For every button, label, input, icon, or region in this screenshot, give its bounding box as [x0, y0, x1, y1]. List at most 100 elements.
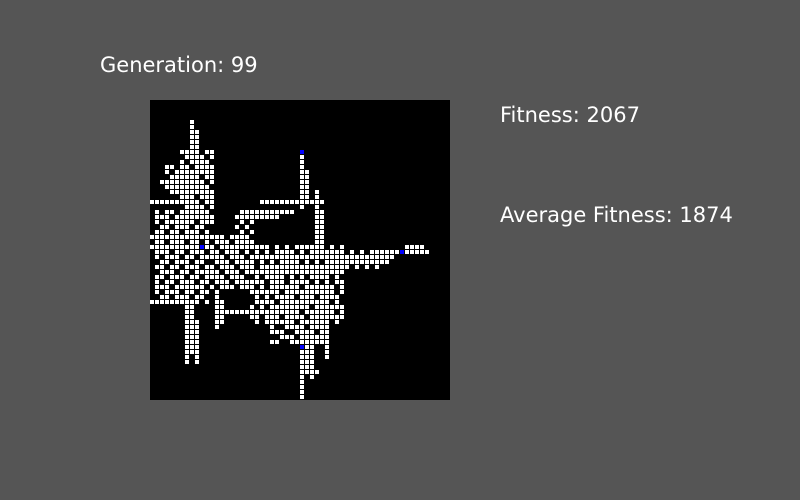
grid-cell [160, 200, 164, 204]
grid-cell [385, 250, 389, 254]
grid-cell [270, 320, 274, 324]
grid-cell [280, 250, 284, 254]
grid-cell [250, 315, 254, 319]
grid-cell [270, 325, 274, 329]
grid-cell [190, 290, 194, 294]
grid-cell [195, 295, 199, 299]
grid-cell [160, 225, 164, 229]
grid-cell [320, 295, 324, 299]
grid-cell [190, 180, 194, 184]
grid-cell [165, 225, 169, 229]
grid-cell [270, 280, 274, 284]
grid-cell [170, 280, 174, 284]
grid-cell [190, 255, 194, 259]
grid-cell [175, 220, 179, 224]
grid-cell [185, 300, 189, 304]
grid-cell [160, 270, 164, 274]
grid-cell [295, 340, 299, 344]
grid-cell [190, 305, 194, 309]
grid-cell [210, 150, 214, 154]
grid-cell [280, 265, 284, 269]
grid-cell [320, 300, 324, 304]
grid-cell [215, 295, 219, 299]
grid-cell [285, 320, 289, 324]
grid-cell [210, 285, 214, 289]
grid-cell [210, 170, 214, 174]
grid-cell [170, 180, 174, 184]
grid-cell [360, 260, 364, 264]
grid-cell [300, 245, 304, 249]
grid-cell [340, 265, 344, 269]
grid-cell [310, 295, 314, 299]
grid-cell [260, 210, 264, 214]
grid-cell [265, 310, 269, 314]
grid-cell [190, 245, 194, 249]
grid-cell [155, 200, 159, 204]
grid-cell [330, 295, 334, 299]
grid-cell [185, 175, 189, 179]
grid-cell [305, 290, 309, 294]
grid-cell [280, 300, 284, 304]
grid-cell [235, 245, 239, 249]
grid-cell [260, 280, 264, 284]
grid-cell [175, 295, 179, 299]
grid-cell [250, 305, 254, 309]
grid-cell [195, 260, 199, 264]
grid-cell [180, 195, 184, 199]
grid-cell [310, 375, 314, 379]
grid-cell [175, 170, 179, 174]
grid-cell [205, 195, 209, 199]
grid-cell [235, 260, 239, 264]
grid-cell [330, 260, 334, 264]
grid-cell [300, 315, 304, 319]
grid-cell [330, 255, 334, 259]
grid-cell [165, 245, 169, 249]
grid-cell [190, 210, 194, 214]
grid-cell [150, 245, 154, 249]
grid-cell [275, 255, 279, 259]
grid-cell [195, 145, 199, 149]
grid-cell [210, 200, 214, 204]
grid-cell [195, 200, 199, 204]
grid-cell [210, 250, 214, 254]
grid-cell [255, 275, 259, 279]
grid-cell [265, 265, 269, 269]
grid-cell [285, 285, 289, 289]
grid-cell [415, 245, 419, 249]
grid-cell [250, 240, 254, 244]
grid-cell [200, 195, 204, 199]
grid-cell [225, 260, 229, 264]
grid-cell [275, 295, 279, 299]
grid-cell [315, 240, 319, 244]
grid-cell [265, 315, 269, 319]
grid-cell [410, 245, 414, 249]
grid-cell [295, 200, 299, 204]
grid-cell [220, 320, 224, 324]
grid-cell [175, 200, 179, 204]
grid-cell [305, 200, 309, 204]
grid-cell [300, 380, 304, 384]
grid-cell [300, 340, 304, 344]
grid-cell [185, 170, 189, 174]
grid-cell [195, 335, 199, 339]
grid-cell [180, 175, 184, 179]
grid-cell [195, 325, 199, 329]
grid-cell [235, 235, 239, 239]
grid-cell [325, 285, 329, 289]
grid-cell [315, 205, 319, 209]
grid-cell [200, 185, 204, 189]
grid-cell [200, 250, 204, 254]
grid-cell [320, 255, 324, 259]
grid-cell [220, 240, 224, 244]
grid-cell [190, 160, 194, 164]
grid-cell [235, 275, 239, 279]
grid-cell [190, 155, 194, 159]
grid-cell [350, 260, 354, 264]
grid-cell [330, 290, 334, 294]
grid-cell [180, 185, 184, 189]
grid-cell [305, 300, 309, 304]
grid-cell [235, 270, 239, 274]
grid-cell [205, 240, 209, 244]
grid-cell [295, 305, 299, 309]
grid-cell [210, 265, 214, 269]
